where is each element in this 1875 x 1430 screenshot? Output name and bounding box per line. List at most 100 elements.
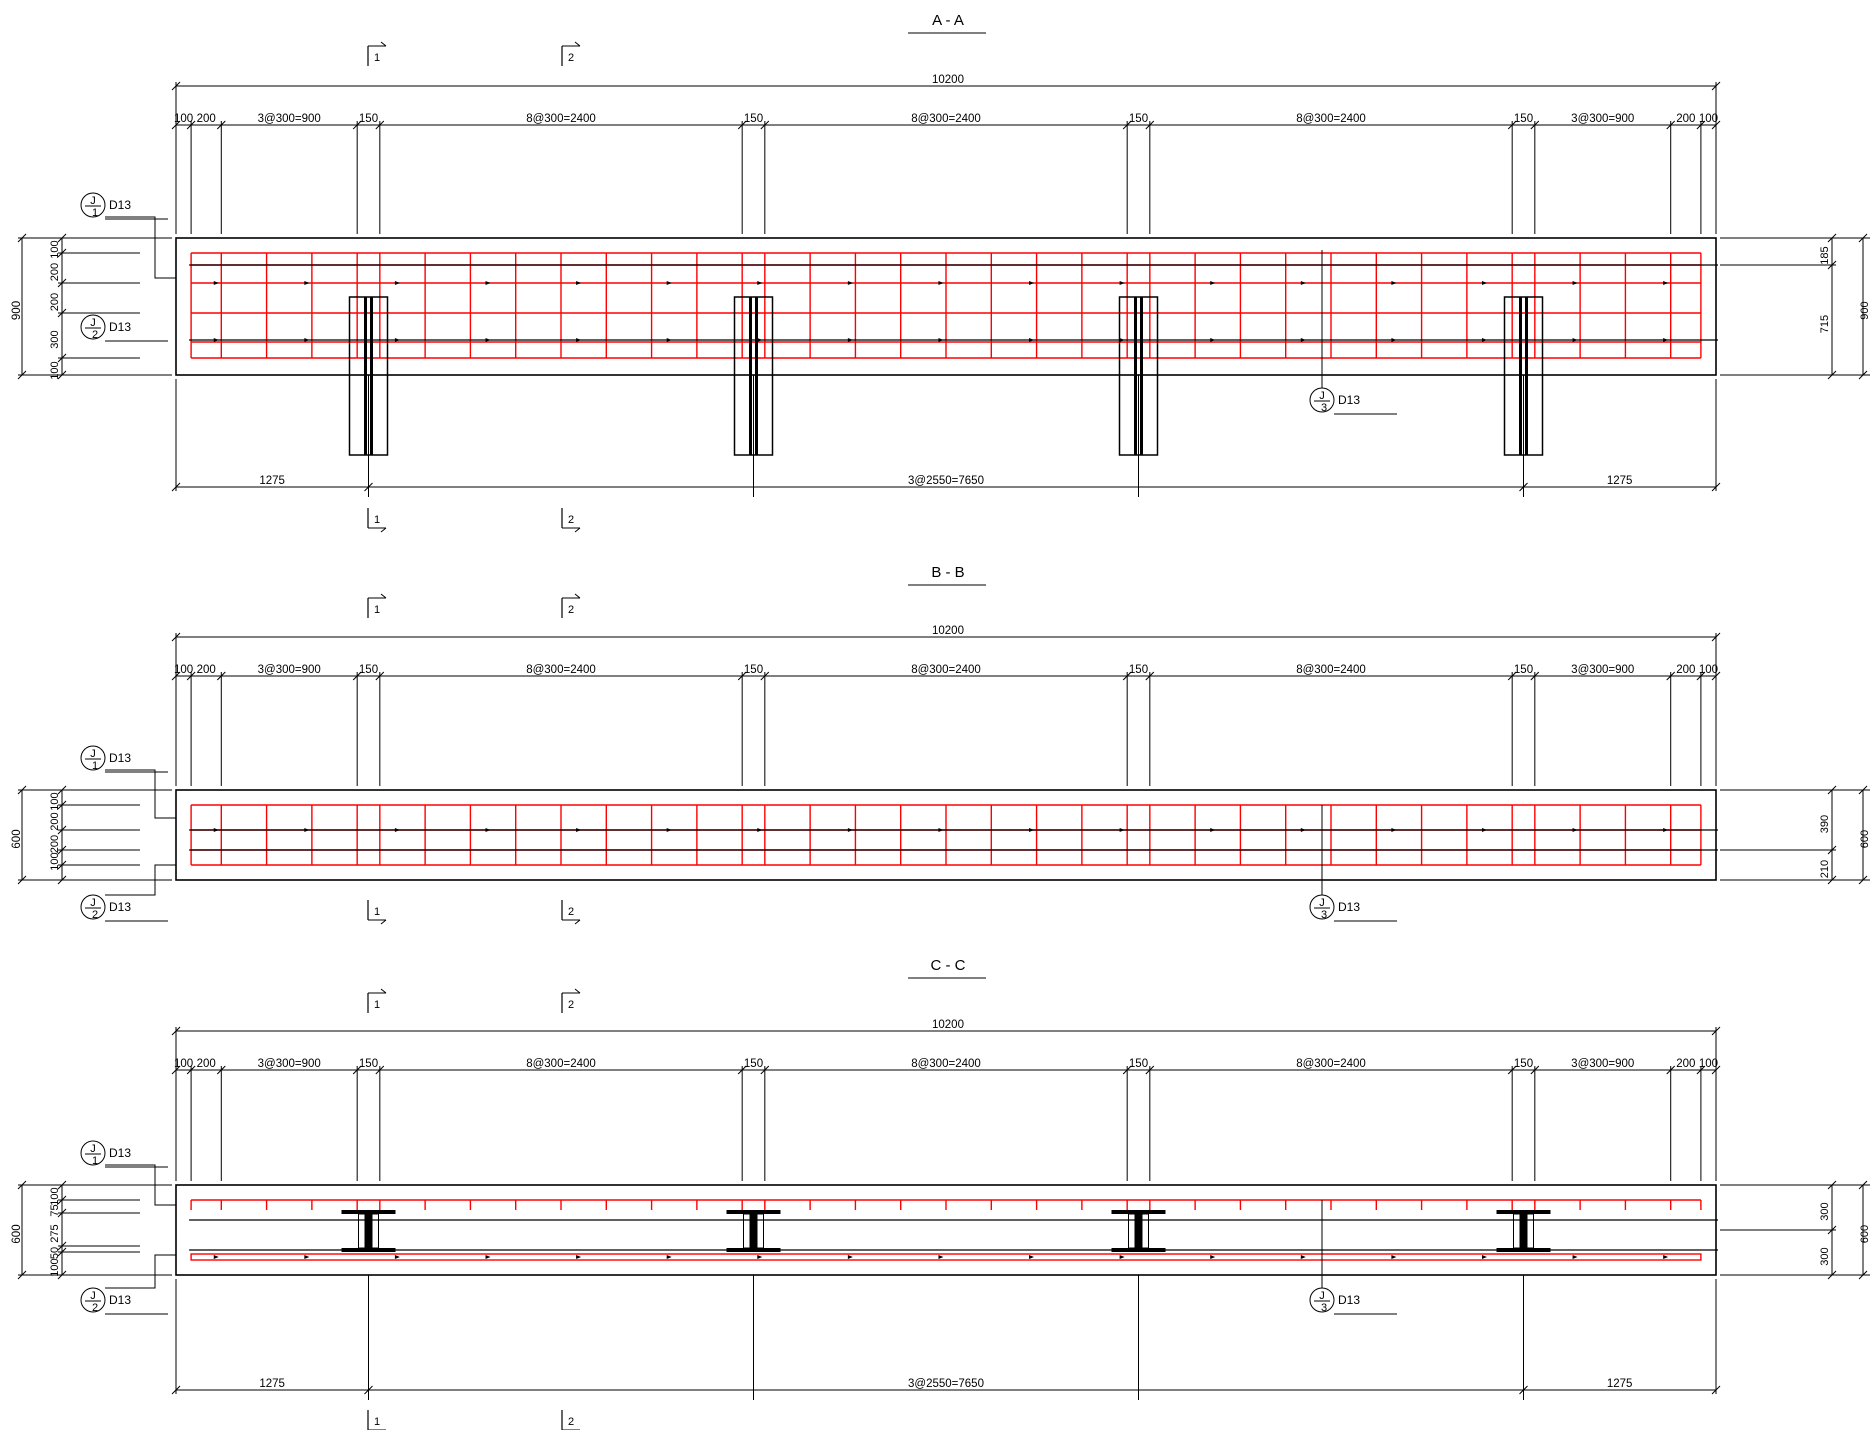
rebar-arrow <box>847 338 853 342</box>
rebar-cage <box>190 1199 1702 1261</box>
dimension-label: 1275 <box>259 1378 285 1390</box>
mark-letter: J <box>90 897 96 909</box>
rebar-arrow <box>757 281 763 285</box>
section-cut-marker: 2 <box>561 593 581 618</box>
rebar-arrow <box>576 828 582 832</box>
rebar-arrow <box>1029 281 1035 285</box>
rebar-arrow <box>576 281 582 285</box>
rebar-arrow <box>485 828 491 832</box>
dim-tick <box>1827 1225 1837 1235</box>
rebar-mark: J1 D13 <box>80 745 176 819</box>
beam-outline <box>175 237 1717 376</box>
rebar-mark: J3 D13 <box>1309 1200 1397 1315</box>
section-cut-marker: 1 <box>367 900 387 925</box>
rebar-arrow <box>1210 338 1216 342</box>
dimension-label: 150 <box>359 664 378 676</box>
dim-tick <box>1858 875 1868 885</box>
circled-j-icon <box>80 1287 106 1313</box>
circled-j-icon <box>80 1140 106 1166</box>
section-cut-number: 2 <box>568 514 574 526</box>
section-cut-marker: 1 <box>367 41 387 66</box>
dimension-label: 8@300=2400 <box>526 664 596 676</box>
rebar-arrow <box>1029 828 1035 832</box>
rebar-mark: J3 D13 <box>1309 250 1397 415</box>
rebar-arrow <box>1481 828 1487 832</box>
dimension-label: 8@300=2400 <box>526 113 596 125</box>
dimension-label: 275 <box>49 1224 61 1242</box>
steel-web <box>364 1210 373 1252</box>
mark-number: 2 <box>92 909 98 921</box>
circled-j-icon <box>80 894 106 920</box>
dim-tick <box>1827 233 1837 243</box>
dimension-label: 200 <box>1676 113 1695 125</box>
dimension-label: 3@2550=7650 <box>908 1378 984 1390</box>
rebar-arrow <box>1663 338 1669 342</box>
rebar-cage <box>190 252 1702 359</box>
dimension-label: 150 <box>1129 1058 1148 1070</box>
mark-letter: J <box>1319 1290 1325 1302</box>
rebar-diameter: D13 <box>109 320 131 334</box>
rebar-arrow <box>666 338 672 342</box>
section-cut-marker: 2 <box>561 1410 580 1430</box>
leader-line <box>105 1164 176 1206</box>
dimension-label: 100 <box>174 664 193 676</box>
rebar-mark: J3 D13 <box>1309 805 1397 922</box>
dimension-label: 100 <box>49 852 61 870</box>
rebar-arrow <box>847 1255 853 1259</box>
height-label: 600 <box>11 1224 23 1243</box>
dimension-label: 100 <box>174 1058 193 1070</box>
height-label: 900 <box>1859 301 1871 319</box>
rebar-arrow <box>1391 338 1397 342</box>
column-stub <box>1503 296 1544 456</box>
height-label: 600 <box>11 829 23 848</box>
dimension-label: 8@300=2400 <box>1296 113 1366 125</box>
rebar-arrow <box>1572 338 1578 342</box>
dim-tick <box>171 632 181 642</box>
mark-number: 2 <box>92 329 98 341</box>
rebar-arrow <box>213 338 219 342</box>
leader-line <box>105 864 176 896</box>
dimension-label: 300 <box>49 330 61 348</box>
rebar-arrow <box>1572 1255 1578 1259</box>
dimension-label: 150 <box>1129 664 1148 676</box>
dim-tick <box>171 1026 181 1036</box>
dimension-label: 1275 <box>259 475 285 487</box>
mark-number: 1 <box>92 1155 98 1167</box>
dimension-label: 10200 <box>932 625 964 637</box>
dimension-label: 8@300=2400 <box>911 1058 981 1070</box>
rebar-mark: J2 D13 <box>80 864 176 922</box>
section-title: B - B <box>931 564 964 581</box>
dimension-label: 3@300=900 <box>258 113 321 125</box>
dimension-label: 150 <box>1129 113 1148 125</box>
right-dimensions: 390 210 600 <box>1720 785 1871 885</box>
section-cut-marker: 2 <box>561 900 581 925</box>
mark-letter: J <box>1319 897 1325 909</box>
rebar-arrow <box>1481 338 1487 342</box>
rebar-arrow <box>1210 828 1216 832</box>
top-dimensions: 10200 100 200 3@300=900 150 8@300=2400 150 8@30… <box>171 1019 1721 1181</box>
rebar-arrow <box>1210 1255 1216 1259</box>
dimension-label: 200 <box>197 113 216 125</box>
dim-tick <box>1711 1026 1721 1036</box>
steel-web <box>1134 1210 1143 1252</box>
dimension-label: 200 <box>197 664 216 676</box>
rebar-arrow <box>1300 338 1306 342</box>
column-stub <box>726 1210 781 1252</box>
rebar-arrow <box>213 1255 219 1259</box>
mark-number: 1 <box>92 207 98 219</box>
circled-j-icon <box>80 745 106 771</box>
rebar-arrow <box>576 338 582 342</box>
dimension-label: 3@2550=7650 <box>908 475 984 487</box>
section-cut-marker: 2 <box>561 508 581 533</box>
beam-outline <box>175 789 1717 881</box>
dimension-label: 715 <box>1819 315 1831 333</box>
mark-letter: J <box>90 1143 96 1155</box>
section-cut-number: 2 <box>568 52 574 64</box>
rebar-arrow <box>1029 338 1035 342</box>
dimension-label: 100 <box>49 240 61 258</box>
rebar-arrow <box>1119 338 1125 342</box>
rebar-arrow <box>847 281 853 285</box>
dimension-label: 100 <box>49 1187 61 1205</box>
